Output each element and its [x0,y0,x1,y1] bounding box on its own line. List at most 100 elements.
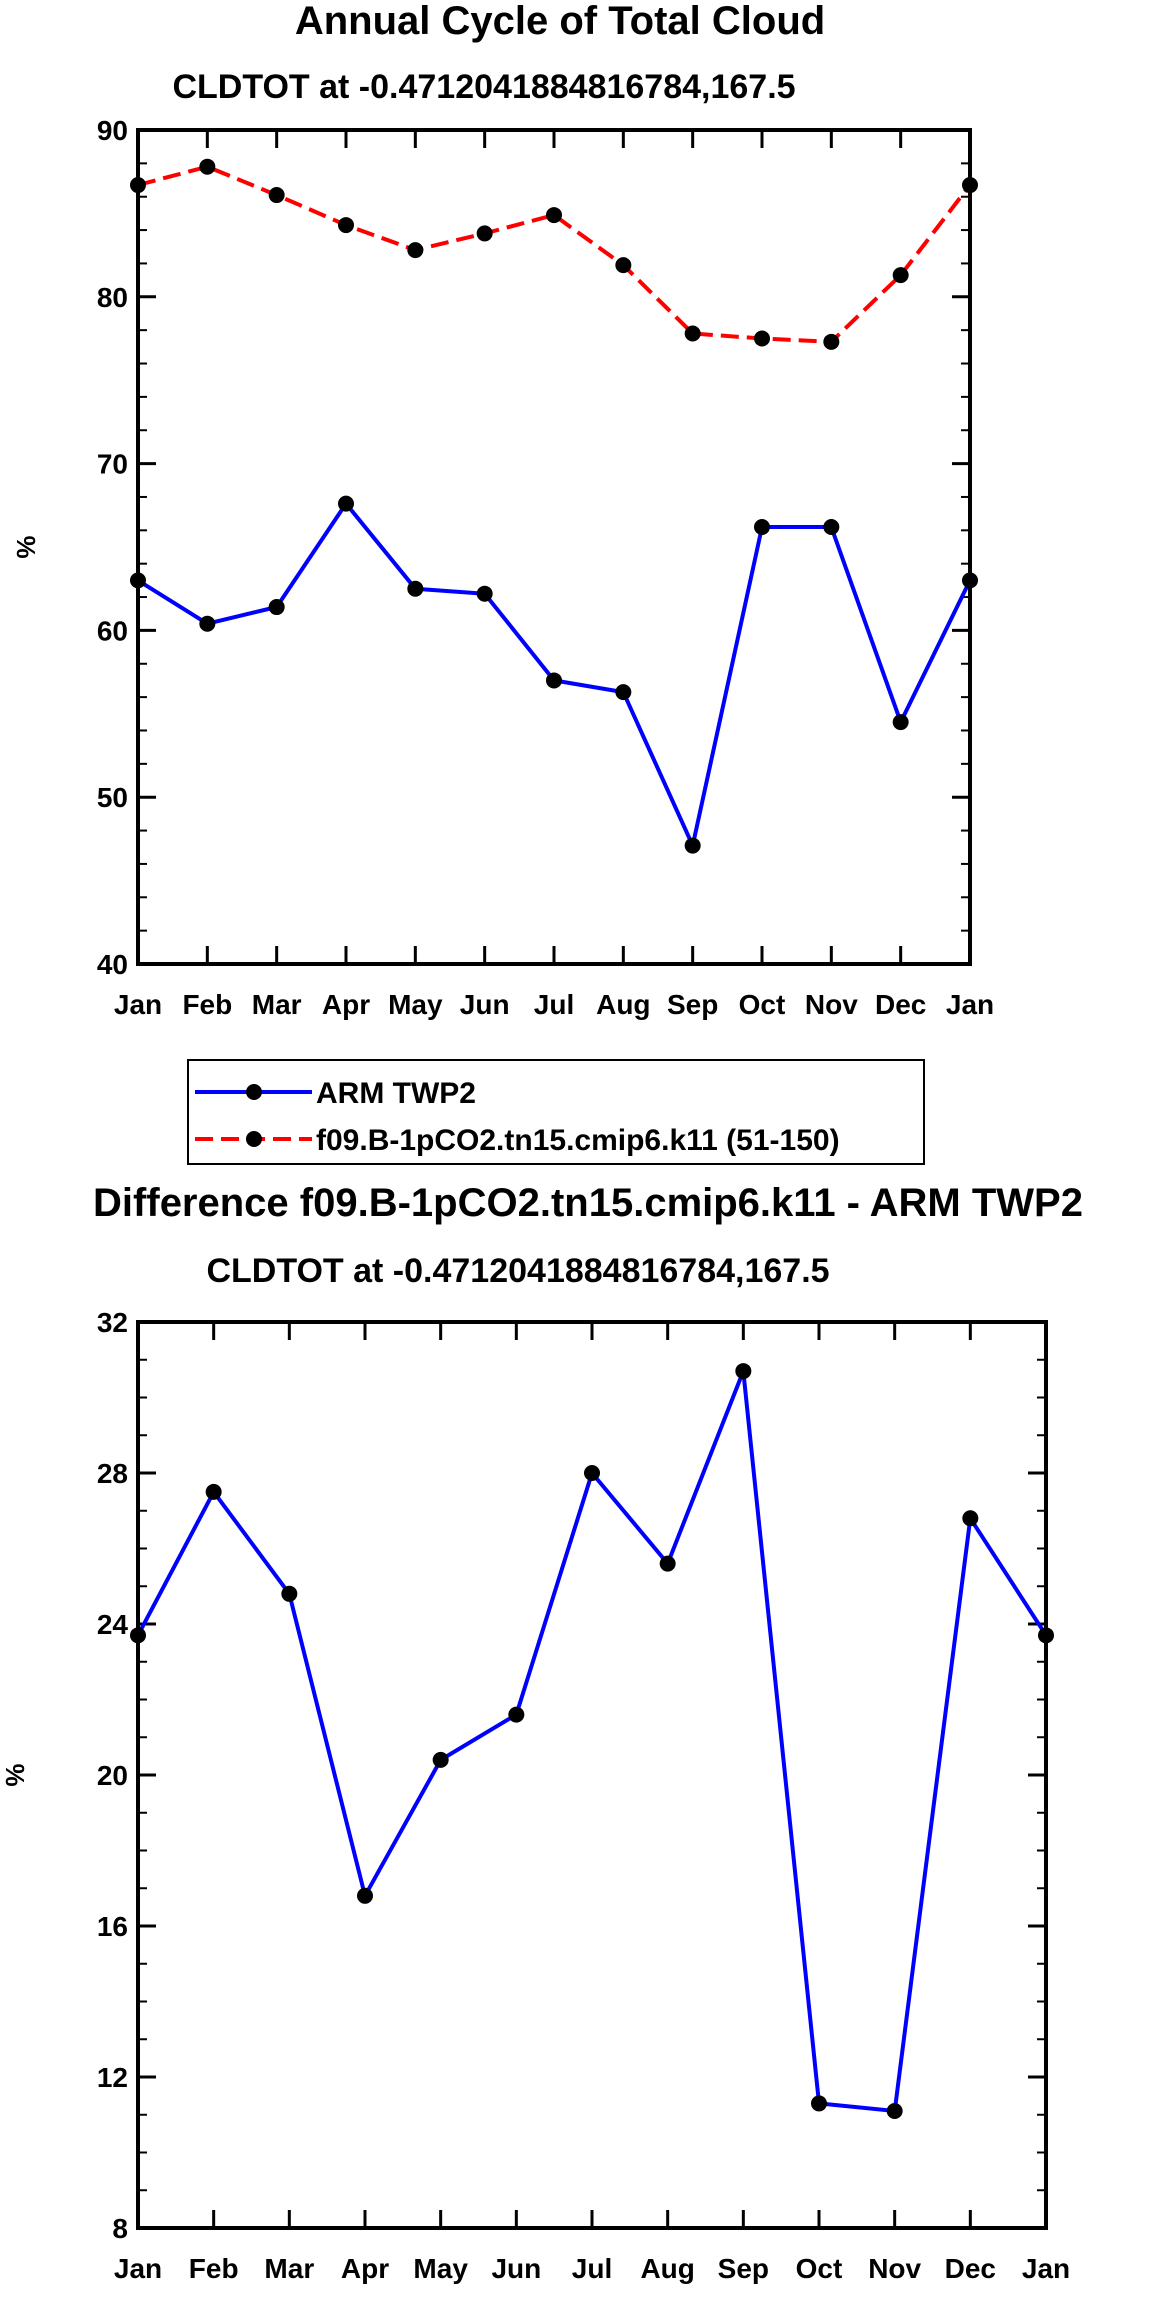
x-tick-label: Aug [640,2253,694,2284]
y-tick-label: 28 [97,1458,128,1489]
x-tick-label: Feb [189,2253,239,2284]
x-tick-label: Jan [1022,2253,1070,2284]
data-point-f09-b-1pco2-tn15-cmip6-k11-51-150 [199,158,216,175]
y-axis-label: % [0,1763,30,1786]
series-line-f09-b-1pco2-tn15-cmip6-k11-51-150 [137,164,972,344]
legend-marker-arm-twp2 [246,1084,262,1100]
data-point-difference [281,1585,298,1602]
data-point-arm-twp2 [199,615,216,632]
x-tick-label: Apr [322,989,370,1020]
y-tick-label: 70 [97,449,128,480]
data-point-arm-twp2 [268,599,285,616]
data-point-f09-b-1pco2-tn15-cmip6-k11-51-150 [130,177,146,194]
x-tick-label: Nov [868,2253,921,2284]
x-tick-label: Jun [460,989,510,1020]
difference-chart: Difference f09.B-1pCO2.tn15.cmip6.k11 - … [0,1181,1083,2284]
x-tick-label: Feb [182,989,232,1020]
y-tick-label: 40 [97,949,128,980]
x-tick-label: Jan [114,2253,162,2284]
data-point-arm-twp2 [407,580,424,597]
series-group [130,158,978,854]
data-point-f09-b-1pco2-tn15-cmip6-k11-51-150 [268,187,285,204]
data-point-difference [811,2095,827,2112]
chart-title: Difference f09.B-1pCO2.tn15.cmip6.k11 - … [93,1181,1083,1225]
x-tick-label: Sep [667,989,718,1020]
x-tick-label: May [413,2253,468,2284]
data-point-difference [508,1706,525,1723]
data-point-f09-b-1pco2-tn15-cmip6-k11-51-150 [615,257,632,274]
chart-title: Annual Cycle of Total Cloud [295,0,825,43]
chart-subtitle: CLDTOT at -0.4712041884816784,167.5 [172,68,795,106]
data-point-f09-b-1pco2-tn15-cmip6-k11-51-150 [338,217,354,234]
data-point-f09-b-1pco2-tn15-cmip6-k11-51-150 [962,177,978,194]
y-tick-label: 24 [97,1609,129,1640]
data-point-arm-twp2 [476,585,493,602]
x-tick-label: Oct [739,989,786,1020]
legend: ARM TWP2 f09.B-1pCO2.tn15.cmip6.k11 (51-… [187,1059,925,1165]
y-tick-label: 60 [97,615,128,646]
x-tick-labels: Jan Feb Mar Apr May Jun Jul Aug Sep Oct Nov Dec Jan [114,989,994,1020]
x-tick-label: Aug [596,989,650,1020]
data-point-difference [1038,1627,1054,1644]
x-tick-label: Sep [718,2253,769,2284]
x-tick-labels: Jan Feb Mar Apr May Jun Jul Aug Sep Oct Nov Dec Jan [114,2253,1070,2284]
y-tick-label: 32 [97,1307,128,1338]
data-point-arm-twp2 [546,672,562,689]
tick-marks [136,1320,1048,2230]
data-point-f09-b-1pco2-tn15-cmip6-k11-51-150 [754,330,770,347]
data-point-difference [432,1751,449,1768]
x-tick-label: Mar [264,2253,314,2284]
x-tick-label: Dec [945,2253,996,2284]
y-tick-labels: 40 50 60 70 80 90 [97,115,128,980]
chart-subtitle: CLDTOT at -0.4712041884816784,167.5 [206,1252,829,1290]
series-group [130,1363,1054,2119]
data-point-arm-twp2 [615,684,632,701]
data-point-arm-twp2 [754,518,770,535]
data-point-f09-b-1pco2-tn15-cmip6-k11-51-150 [476,225,493,242]
y-tick-label: 90 [97,115,128,146]
x-tick-label: Jun [491,2253,541,2284]
data-point-arm-twp2 [130,572,146,589]
x-tick-label: Jan [114,989,162,1020]
x-tick-label: Apr [341,2253,389,2284]
legend-label-arm-twp2: ARM TWP2 [316,1077,476,1110]
x-tick-label: Dec [875,989,926,1020]
data-point-f09-b-1pco2-tn15-cmip6-k11-51-150 [823,333,840,350]
annual-cycle-chart: Annual Cycle of Total Cloud CLDTOT at -0… [11,0,994,1165]
data-point-f09-b-1pco2-tn15-cmip6-k11-51-150 [407,242,424,259]
data-point-difference [886,2102,903,2119]
data-point-difference [130,1627,146,1644]
y-axis-label: % [11,535,41,558]
data-point-difference [584,1465,600,1481]
y-tick-label: 50 [97,782,128,813]
data-point-difference [357,1887,373,1904]
data-point-f09-b-1pco2-tn15-cmip6-k11-51-150 [892,267,909,284]
plot-frame [136,128,972,966]
y-tick-label: 80 [97,282,128,313]
data-point-arm-twp2 [892,714,909,731]
y-tick-label: 8 [112,2213,128,2244]
data-point-difference [659,1555,676,1572]
plot-frame [136,1320,1048,2230]
y-tick-labels: 8 12 16 20 24 28 32 [97,1307,129,2244]
data-point-difference [205,1483,222,1500]
x-tick-label: Mar [252,989,302,1020]
y-tick-label: 20 [97,1760,128,1791]
data-point-f09-b-1pco2-tn15-cmip6-k11-51-150 [684,325,701,342]
data-point-arm-twp2 [823,518,840,535]
x-tick-label: May [388,989,443,1020]
x-tick-label: Jan [946,989,994,1020]
x-tick-label: Nov [805,989,858,1020]
series-line-difference [136,1369,1048,2113]
legend-marker-model [246,1131,262,1147]
data-point-f09-b-1pco2-tn15-cmip6-k11-51-150 [546,207,562,224]
data-point-arm-twp2 [338,495,354,512]
data-point-arm-twp2 [962,572,978,589]
tick-marks [136,128,972,966]
legend-label-model: f09.B-1pCO2.tn15.cmip6.k11 (51-150) [316,1124,840,1157]
x-tick-label: Oct [796,2253,843,2284]
y-tick-label: 12 [97,2062,128,2093]
legend-frame [187,1059,925,1165]
y-tick-label: 16 [97,1911,128,1942]
